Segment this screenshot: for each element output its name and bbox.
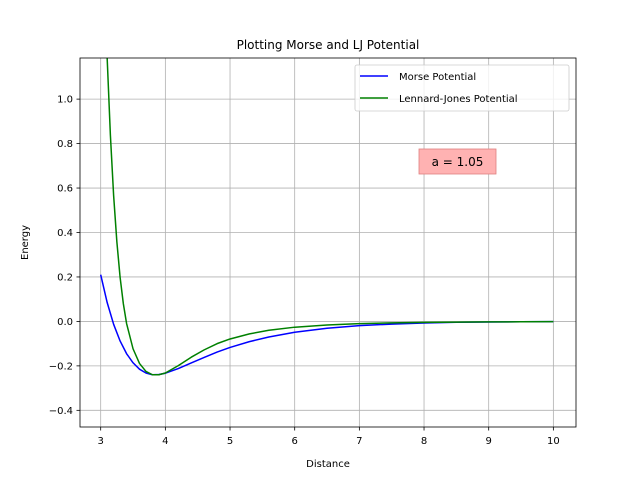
y-tick-label: 1.0	[57, 95, 73, 106]
plot-area	[99, 58, 554, 376]
y-axis-label: Energy	[20, 225, 31, 260]
axes-frame	[79, 57, 577, 428]
legend-frame	[354, 64, 570, 112]
y-tick-label: 0.2	[57, 272, 73, 283]
chart-title: Plotting Morse and LJ Potential	[237, 38, 420, 52]
y-tick-label: 0.6	[57, 184, 73, 195]
y-tick-label: 0.8	[57, 139, 73, 150]
y-tick-label: 0.4	[57, 228, 73, 239]
annotation-background	[418, 148, 497, 175]
annotation-text: a = 1.05	[432, 155, 484, 169]
lennard-jones-series-line	[106, 58, 554, 376]
x-axis-label: Distance	[306, 459, 350, 470]
legend-label-lj: Lennard-Jones Potential	[399, 94, 518, 105]
y-axis-ticks: −0.4 −0.2 0.0 0.2 0.4 0.6 0.8 1.0	[49, 95, 80, 417]
x-tick-label: 4	[162, 436, 168, 447]
annotation-box: a = 1.05	[418, 148, 497, 175]
x-tick-label: 8	[421, 436, 427, 447]
x-axis-ticks: 3 4 5 6 7 8 9 10	[98, 427, 560, 447]
x-tick-label: 9	[486, 436, 492, 447]
legend: Morse Potential Lennard-Jones Potential	[354, 64, 570, 112]
y-tick-label: 0.0	[57, 317, 73, 328]
y-tick-label: −0.2	[49, 361, 73, 372]
x-tick-label: 7	[356, 436, 362, 447]
morse-series-line	[99, 274, 554, 376]
y-tick-label: −0.4	[49, 406, 73, 417]
x-tick-label: 5	[227, 436, 233, 447]
x-tick-label: 3	[98, 436, 104, 447]
legend-label-morse: Morse Potential	[399, 72, 476, 83]
x-tick-label: 6	[292, 436, 298, 447]
x-tick-label: 10	[547, 436, 560, 447]
